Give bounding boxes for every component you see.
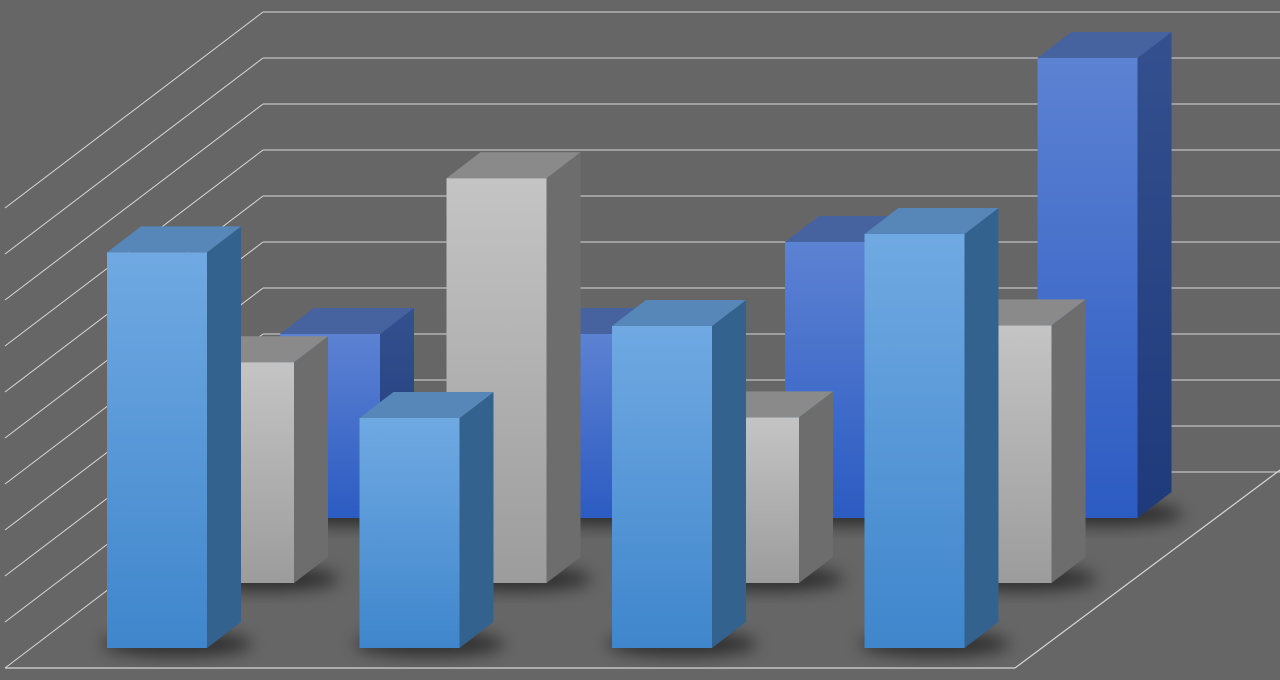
bar-side-face bbox=[459, 392, 494, 648]
bar-front-face bbox=[864, 234, 965, 648]
bar-front-1 bbox=[102, 226, 252, 656]
bar-front-4 bbox=[859, 208, 1010, 656]
side-wall-gridline bbox=[4, 57, 264, 255]
bar-middle-2 bbox=[441, 152, 592, 591]
floor-right-edge bbox=[1014, 469, 1280, 669]
bar-top-face bbox=[107, 226, 241, 253]
bar-top-face bbox=[446, 152, 581, 179]
bar-front-face bbox=[612, 326, 712, 648]
bar-side-face bbox=[1051, 299, 1086, 583]
bar-front-face bbox=[107, 252, 207, 648]
side-wall-gridline bbox=[4, 103, 264, 301]
bar-front-face bbox=[359, 418, 460, 648]
bar-side-face bbox=[294, 336, 328, 583]
bar-front-2 bbox=[354, 392, 505, 656]
bar-top-face bbox=[864, 208, 999, 234]
bar-top-face bbox=[359, 392, 494, 418]
bar-top-face bbox=[280, 308, 414, 334]
bar-side-face bbox=[1137, 32, 1172, 518]
bar-side-face bbox=[799, 391, 833, 583]
bar-side-face bbox=[207, 226, 241, 648]
side-wall-gridline bbox=[4, 11, 264, 209]
bar-front-3 bbox=[607, 300, 757, 656]
bar-top-face bbox=[612, 300, 746, 326]
bar-side-face bbox=[964, 208, 999, 648]
bar-top-face bbox=[1037, 32, 1172, 58]
bars bbox=[102, 32, 1183, 656]
bar-side-face bbox=[712, 300, 746, 648]
bar-side-face bbox=[546, 152, 581, 583]
